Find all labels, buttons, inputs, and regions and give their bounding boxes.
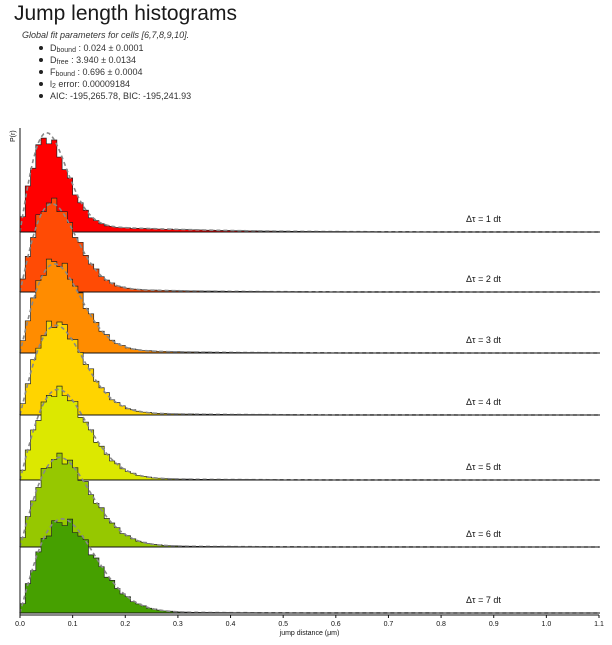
- histogram-panel: Δτ = 3 dt: [19, 258, 600, 354]
- series-label: Δτ = 2 dt: [466, 274, 501, 284]
- fit-caption: Global fit parameters for cells [6,7,8,9…: [22, 30, 190, 40]
- param-d-bound: Dbound : 0.024 ± 0.0001: [22, 42, 191, 54]
- y-axis-label: P(r): [10, 130, 17, 142]
- series-label: Δτ = 4 dt: [466, 397, 501, 407]
- x-tick-label: 0.7: [384, 621, 394, 628]
- series-label: Δτ = 6 dt: [466, 529, 501, 539]
- param-d-free: Dfree : 3.940 ± 0.0134: [22, 54, 191, 66]
- x-tick-label: 0.2: [120, 621, 130, 628]
- param-l2-error: l2 error: 0.00009184: [22, 78, 191, 90]
- param-f-bound: Fbound : 0.696 ± 0.0004: [22, 66, 191, 78]
- x-tick-label: 0.8: [436, 621, 446, 628]
- histogram-panel: Δτ = 1 dt: [19, 131, 600, 233]
- x-axis-label: jump distance (μm): [279, 630, 340, 637]
- histogram-bars: [19, 258, 600, 354]
- param-aic-bic: AIC: -195,265.78, BIC: -195,241.93: [22, 90, 191, 102]
- x-tick-label: 1.0: [541, 621, 551, 628]
- x-tick-label: 0.6: [331, 621, 341, 628]
- x-tick-label: 0.1: [68, 621, 78, 628]
- fit-parameter-list: Dbound : 0.024 ± 0.0001 Dfree : 3.940 ± …: [22, 42, 191, 102]
- histogram-panel: Δτ = 2 dt: [19, 197, 600, 293]
- series-label: Δτ = 7 dt: [466, 595, 501, 605]
- fit-curve: [19, 202, 599, 293]
- series-label: Δτ = 5 dt: [466, 462, 501, 472]
- series-label: Δτ = 1 dt: [466, 214, 501, 224]
- x-tick-label: 0.4: [226, 621, 236, 628]
- x-tick-label: 0.9: [489, 621, 499, 628]
- x-tick-label: 1.1: [594, 621, 604, 628]
- x-tick-label: 0.5: [278, 621, 288, 628]
- x-tick-label: 0.0: [15, 621, 25, 628]
- histogram-bars: [19, 137, 600, 233]
- page-title: Jump length histograms: [14, 2, 237, 25]
- histogram-panel: Δτ = 7 dt: [19, 518, 600, 614]
- global-fit-parameters: Global fit parameters for cells [6,7,8,9…: [22, 30, 191, 102]
- fit-curve: [19, 131, 599, 233]
- histogram-bars: [19, 197, 600, 293]
- series-label: Δτ = 3 dt: [466, 335, 501, 345]
- x-tick-label: 0.3: [173, 621, 183, 628]
